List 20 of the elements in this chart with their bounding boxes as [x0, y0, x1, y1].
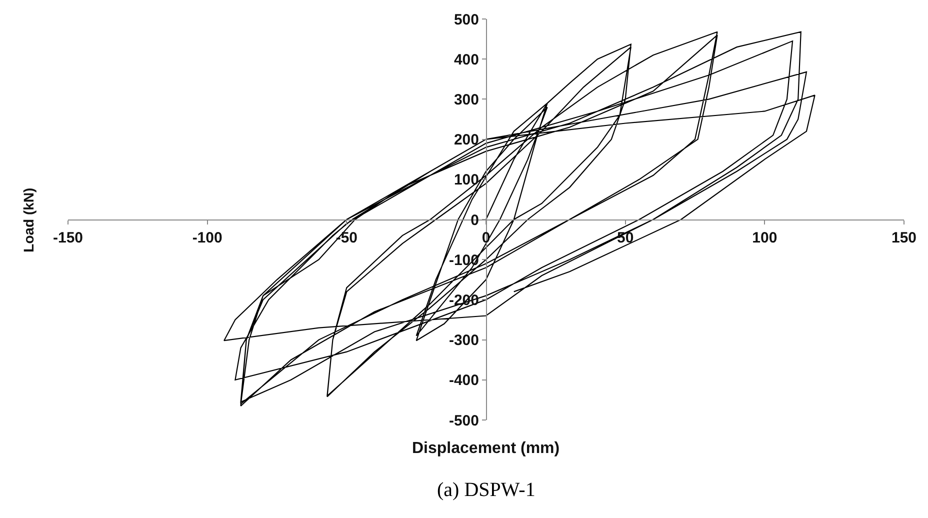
y-axis-title: Load (kN)	[20, 188, 36, 252]
y-tick-label: 0	[470, 212, 479, 229]
x-tick-label: -50	[336, 230, 358, 246]
y-tick-label: -500	[448, 412, 479, 430]
x-tick-label: 0	[482, 230, 490, 246]
y-tick-label: 400	[454, 51, 479, 68]
y-tick-label: -400	[448, 372, 479, 390]
x-axis-title: Displacement (mm)	[412, 440, 560, 457]
y-tick-label: 500	[454, 11, 479, 28]
y-tick-label: 300	[454, 91, 479, 108]
y-tick-label: 100	[454, 172, 479, 189]
y-tick-label: -300	[448, 332, 479, 350]
x-tick-label: -150	[52, 230, 84, 246]
y-tick-label: 200	[454, 132, 479, 149]
x-tick-label: 50	[616, 230, 634, 246]
line-series	[224, 31, 816, 407]
text: (a) DSPW-1	[437, 479, 536, 501]
x-tick-label: 150	[891, 230, 917, 246]
x-tick-label: -100	[192, 230, 222, 246]
x-tick-label: 100	[752, 230, 778, 246]
